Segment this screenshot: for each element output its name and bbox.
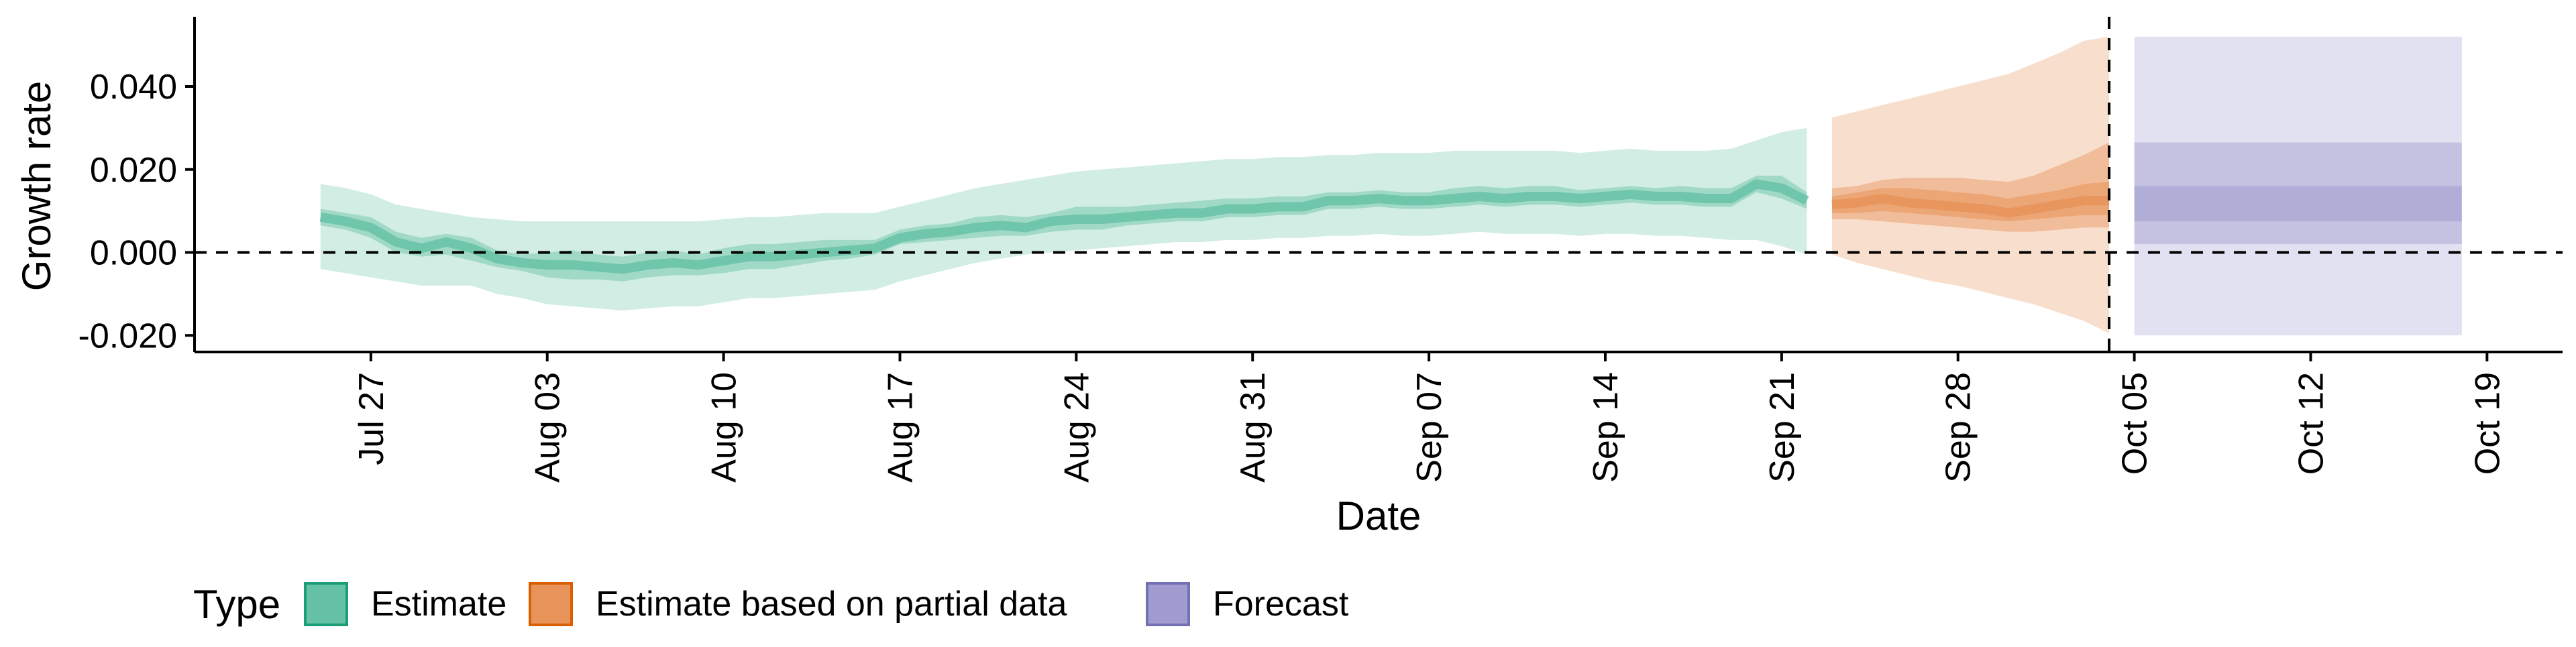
x-tick-label: Sep 14 [1587, 372, 1625, 483]
legend-key-forecast [1146, 582, 1190, 626]
legend-title: Type [193, 582, 280, 627]
x-tick-label: Jul 27 [352, 372, 391, 465]
x-tick-label: Aug 17 [881, 372, 920, 483]
lines-layer [195, 17, 2563, 352]
x-tick-label: Oct 05 [2116, 372, 2155, 475]
y-tick-label: 0.000 [90, 234, 177, 273]
x-tick-label: Sep 28 [1939, 372, 1978, 483]
y-tick-label: 0.020 [90, 151, 177, 190]
estimate-based-on-partial-data-median-line [1831, 194, 2109, 218]
x-tick-label: Aug 10 [705, 372, 744, 483]
axes-layer: -0.020 0.000 0.020 0.040 Jul 27 Aug 03 Aug 10 A… [14, 17, 2563, 538]
x-tick-label: Sep 21 [1763, 372, 1802, 483]
x-axis-title: Date [1336, 493, 1421, 538]
x-tick-label: Sep 07 [1410, 372, 1449, 483]
legend-key-estimate [304, 582, 348, 626]
x-tick-label: Oct 19 [2468, 372, 2507, 475]
forecast-band-25 [2134, 186, 2462, 222]
x-tick-label: Aug 31 [1234, 372, 1273, 483]
x-tick-label: Oct 12 [2292, 372, 2330, 475]
estimate-median-line [319, 179, 1809, 274]
x-tick-label: Aug 24 [1057, 372, 1096, 483]
legend-label-estimate-based-on-partial-data: Estimate based on partial data [596, 585, 1067, 624]
y-tick-label: 0.040 [90, 68, 177, 107]
legend: Type Estimate Estimate based on partial da… [193, 582, 1349, 627]
x-tick-label: Aug 03 [529, 372, 568, 483]
legend-label-estimate: Estimate [371, 585, 506, 624]
legend-label-forecast: Forecast [1213, 585, 1349, 624]
estimate-based-on-partial-data-band-90 [1832, 36, 2109, 334]
bands-layer [320, 36, 2462, 336]
y-axis-title: Growth rate [14, 81, 59, 291]
y-tick-label: -0.020 [78, 316, 177, 355]
legend-key-estimate-based-on-partial-data [529, 582, 573, 626]
